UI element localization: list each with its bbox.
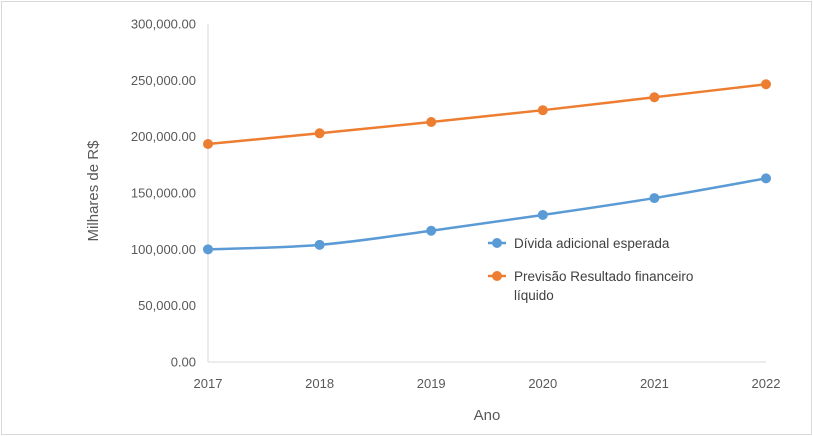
x-tick-label: 2017 — [194, 376, 223, 391]
y-tick-label: 50,000.00 — [138, 298, 196, 313]
legend-label-line: líquido — [514, 288, 554, 303]
data-point — [537, 105, 548, 116]
x-tick-label: 2018 — [305, 376, 334, 391]
data-point — [203, 244, 213, 255]
legend: Dívida adicional esperada Previsão Result… — [488, 236, 693, 303]
y-tick-label: 250,000.00 — [131, 73, 196, 88]
data-point — [761, 173, 771, 184]
y-tick-label: 300,000.00 — [131, 17, 196, 32]
legend-entry: Previsão Resultado financeiro líquido — [488, 269, 693, 303]
legend-swatch-marker — [492, 238, 502, 248]
data-point — [649, 92, 660, 103]
y-tick-label: 0.00 — [171, 355, 196, 370]
data-point — [537, 209, 548, 220]
series-0 — [203, 173, 771, 255]
data-point — [314, 128, 325, 139]
x-tick-label: 2021 — [640, 376, 669, 391]
legend-entry: Dívida adicional esperada — [488, 236, 670, 251]
data-point — [314, 239, 325, 250]
legend-label: Previsão Resultado financeiro líquido — [514, 269, 693, 303]
y-tick-label: 100,000.00 — [131, 242, 196, 257]
data-point — [649, 193, 660, 204]
data-point — [203, 138, 213, 149]
x-axis-title: Ano — [474, 407, 501, 424]
legend-label: Dívida adicional esperada — [514, 236, 670, 251]
series-1 — [203, 79, 771, 149]
series-line — [206, 83, 768, 146]
data-point — [426, 225, 437, 236]
x-tick-label: 2020 — [528, 376, 557, 391]
data-point — [426, 117, 437, 128]
legend-swatch-marker — [492, 271, 502, 281]
x-tick-label: 2022 — [752, 376, 781, 391]
y-axis-ticks: 0.00 50,000.00 100,000.00 150,000.00 200,000… — [131, 17, 196, 370]
series-line — [206, 177, 768, 251]
y-tick-label: 150,000.00 — [131, 186, 196, 201]
y-axis-title: Milhares de R$ — [85, 140, 102, 242]
x-tick-label: 2019 — [417, 376, 446, 391]
series-layer — [203, 79, 771, 255]
y-tick-label: 200,000.00 — [131, 129, 196, 144]
legend-label-line: Previsão Resultado financeiro — [514, 269, 693, 284]
data-point — [761, 79, 771, 90]
x-axis-ticks: 2017 2018 2019 2020 2021 2022 — [194, 376, 781, 391]
